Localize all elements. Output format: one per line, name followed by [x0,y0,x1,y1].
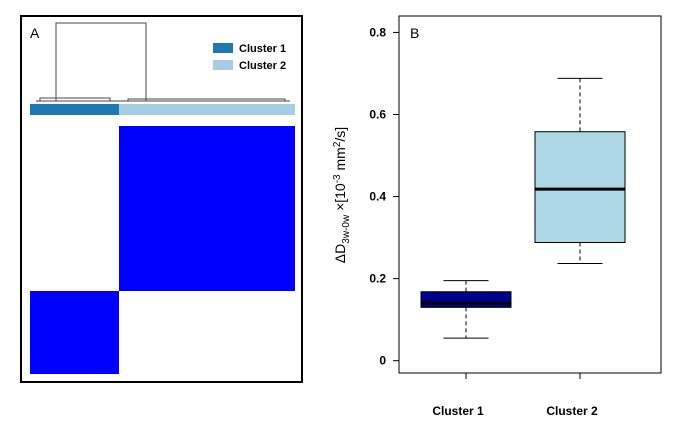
panel-b: B 0 0.2 0.4 0.6 0.8 Cluster 1 Cluster 2 ΔD3w-… [332,15,662,418]
panel-a: A Cluster 1 Cluster 2 [20,15,303,383]
x-tick-label: Cluster 2 [546,404,598,418]
panel-a-label: A [30,25,40,41]
box-cluster-2 [534,131,626,244]
legend-swatch-cluster-1 [213,43,233,53]
legend-label-cluster-2: Cluster 2 [239,60,286,72]
cluster-bar-cluster-2 [119,104,295,115]
y-tick-label: 0.6 [369,107,386,121]
legend: Cluster 1 Cluster 2 [213,43,286,72]
x-tick-label: Cluster 1 [432,404,484,418]
panel-a-frame [20,15,303,383]
legend-label-cluster-1: Cluster 1 [239,43,286,55]
x-axis: Cluster 1 Cluster 2 [432,373,598,418]
heatmap-block-cluster-2 [119,126,295,291]
y-tick-label: 0.4 [369,190,386,204]
dendrogram-branch-cluster-1 [39,97,111,101]
dendrogram [36,22,290,102]
y-axis-label: ΔD3w-0w ×[10-3 mm2/s] [332,127,352,263]
y-tick-label: 0 [379,354,386,368]
boxplots [420,77,626,339]
box-cluster-1 [420,291,512,308]
panel-b-label: B [410,25,419,41]
panel-b-frame [398,15,662,374]
dendrogram-root [55,22,147,101]
y-tick-label: 0.8 [369,25,386,39]
dendrogram-branch-cluster-2 [127,98,286,101]
y-axis: 0 0.2 0.4 0.6 0.8 [369,25,399,368]
legend-swatch-cluster-2 [213,60,233,70]
cluster-bar-cluster-1 [30,104,119,115]
y-tick-label: 0.2 [369,272,386,286]
heatmap-block-cluster-1 [30,291,119,374]
